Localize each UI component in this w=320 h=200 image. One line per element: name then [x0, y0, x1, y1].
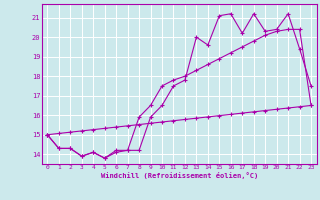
X-axis label: Windchill (Refroidissement éolien,°C): Windchill (Refroidissement éolien,°C) [100, 172, 258, 179]
